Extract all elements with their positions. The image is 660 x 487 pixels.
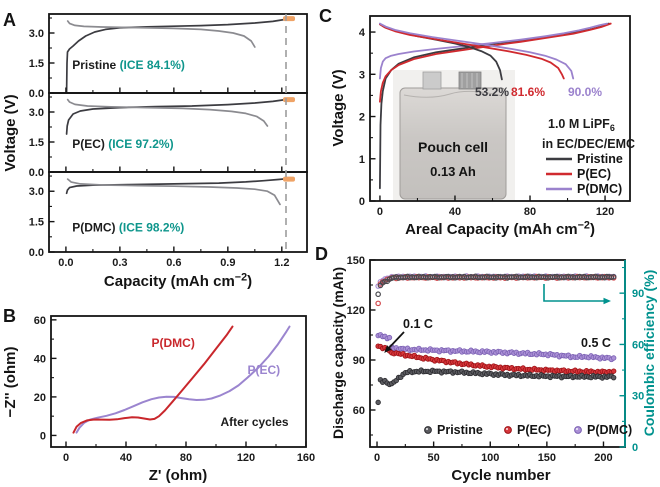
svg-text:100: 100 [481, 452, 499, 464]
svg-text:120: 120 [237, 452, 255, 464]
svg-text:Pristine (ICE 84.1%): Pristine (ICE 84.1%) [72, 58, 185, 72]
svg-text:90: 90 [353, 355, 365, 367]
svg-text:Coulombic efficiency (%): Coulombic efficiency (%) [641, 270, 657, 436]
svg-text:0.3: 0.3 [112, 257, 127, 269]
svg-text:in EC/DEC/EMC: in EC/DEC/EMC [542, 137, 635, 151]
svg-text:0: 0 [374, 452, 380, 464]
svg-text:0.1 C: 0.1 C [403, 317, 433, 331]
svg-text:0.9: 0.9 [220, 257, 235, 269]
svg-text:3.0: 3.0 [29, 28, 44, 40]
panel-letter-b: B [3, 306, 16, 326]
svg-text:50: 50 [428, 452, 440, 464]
panel-letter-c: C [319, 6, 332, 26]
svg-text:4: 4 [359, 27, 366, 39]
svg-text:Discharge capacity (mAh): Discharge capacity (mAh) [330, 267, 346, 439]
svg-text:40: 40 [34, 353, 46, 365]
svg-text:−Z'' (ohm): −Z'' (ohm) [2, 347, 19, 418]
svg-text:3.0: 3.0 [29, 107, 44, 119]
svg-text:P(EC): P(EC) [517, 423, 551, 437]
svg-text:Z' (ohm): Z' (ohm) [149, 467, 208, 484]
svg-text:2: 2 [359, 112, 365, 124]
svg-text:0.0: 0.0 [58, 257, 73, 269]
panel-c-pouch-cell-chart: Pouch cell 0.13 Ah 0 40 80 120 0 1 2 3 4 53.2% 81.6%… [330, 15, 635, 238]
svg-text:40: 40 [449, 206, 461, 218]
svg-text:0: 0 [632, 442, 638, 454]
svg-text:30: 30 [632, 391, 644, 403]
svg-text:Pouch cell: Pouch cell [418, 139, 488, 155]
svg-text:60: 60 [353, 405, 365, 417]
svg-text:0: 0 [359, 196, 365, 208]
svg-text:3.0: 3.0 [29, 186, 44, 198]
svg-text:Cycle number: Cycle number [451, 467, 550, 484]
svg-text:Voltage (V): Voltage (V) [2, 94, 19, 171]
svg-text:60: 60 [34, 315, 46, 327]
panel-letter-a: A [3, 10, 16, 30]
svg-text:81.6%: 81.6% [511, 85, 545, 99]
svg-text:150: 150 [538, 452, 556, 464]
svg-text:P(EC): P(EC) [577, 167, 611, 181]
svg-text:P(EC): P(EC) [248, 363, 281, 377]
svg-text:P(EC) (ICE 97.2%): P(EC) (ICE 97.2%) [72, 137, 173, 151]
svg-text:3: 3 [359, 69, 365, 81]
svg-text:20: 20 [34, 392, 46, 404]
svg-text:40: 40 [120, 452, 132, 464]
svg-text:Areal Capacity (mAh cm−2): Areal Capacity (mAh cm−2) [405, 219, 595, 238]
svg-text:0.0: 0.0 [29, 88, 44, 100]
panel-b-nyquist-chart: 0 40 80 120 160 0 20 40 60 P(DMC) P(EC) After cycle… [2, 315, 315, 484]
svg-text:1.5: 1.5 [29, 58, 44, 70]
svg-text:P(DMC) (ICE 98.2%): P(DMC) (ICE 98.2%) [72, 221, 184, 235]
svg-text:0: 0 [63, 452, 69, 464]
svg-text:Pristine: Pristine [437, 423, 483, 437]
svg-text:1.2: 1.2 [274, 257, 289, 269]
svg-text:53.2%: 53.2% [475, 85, 509, 99]
svg-text:Capacity (mAh cm−2): Capacity (mAh cm−2) [104, 271, 252, 290]
svg-text:0.5 C: 0.5 C [581, 336, 611, 350]
svg-text:90.0%: 90.0% [568, 85, 602, 99]
svg-text:200: 200 [594, 452, 612, 464]
svg-text:0.13 Ah: 0.13 Ah [430, 164, 476, 179]
svg-text:1.5: 1.5 [29, 137, 44, 149]
svg-text:90: 90 [632, 288, 644, 300]
svg-text:1.5: 1.5 [29, 217, 44, 229]
svg-text:160: 160 [297, 452, 315, 464]
svg-text:P(DMC): P(DMC) [577, 182, 622, 196]
svg-text:150: 150 [347, 255, 365, 267]
svg-text:60: 60 [632, 339, 644, 351]
svg-text:0: 0 [377, 206, 383, 218]
svg-text:1: 1 [359, 154, 365, 166]
svg-text:0.0: 0.0 [29, 167, 44, 179]
panel-d-cycling-chart: 0 50 100 150 200 60 90 120 150 0 30 60 90 0.1 C 0.5 C P… [330, 255, 657, 484]
svg-text:After cycles: After cycles [221, 415, 289, 429]
svg-text:Pristine: Pristine [577, 152, 623, 166]
svg-text:Voltage (V): Voltage (V) [330, 69, 347, 146]
svg-text:1.0 M LiPF6: 1.0 M LiPF6 [548, 117, 615, 133]
svg-text:120: 120 [596, 206, 614, 218]
panel-a-voltage-capacity-chart: 0.0 1.5 3.0 Pristine (ICE 84.1%) 0.0 1.5 3.0 P(… [2, 13, 308, 290]
svg-text:0: 0 [40, 430, 46, 442]
svg-text:0.6: 0.6 [166, 257, 181, 269]
svg-text:0.0: 0.0 [29, 247, 44, 259]
svg-text:120: 120 [347, 305, 365, 317]
svg-text:P(DMC): P(DMC) [587, 423, 632, 437]
svg-text:80: 80 [180, 452, 192, 464]
panel-letter-d: D [315, 244, 328, 264]
svg-text:80: 80 [524, 206, 536, 218]
svg-text:P(DMC): P(DMC) [152, 336, 195, 350]
